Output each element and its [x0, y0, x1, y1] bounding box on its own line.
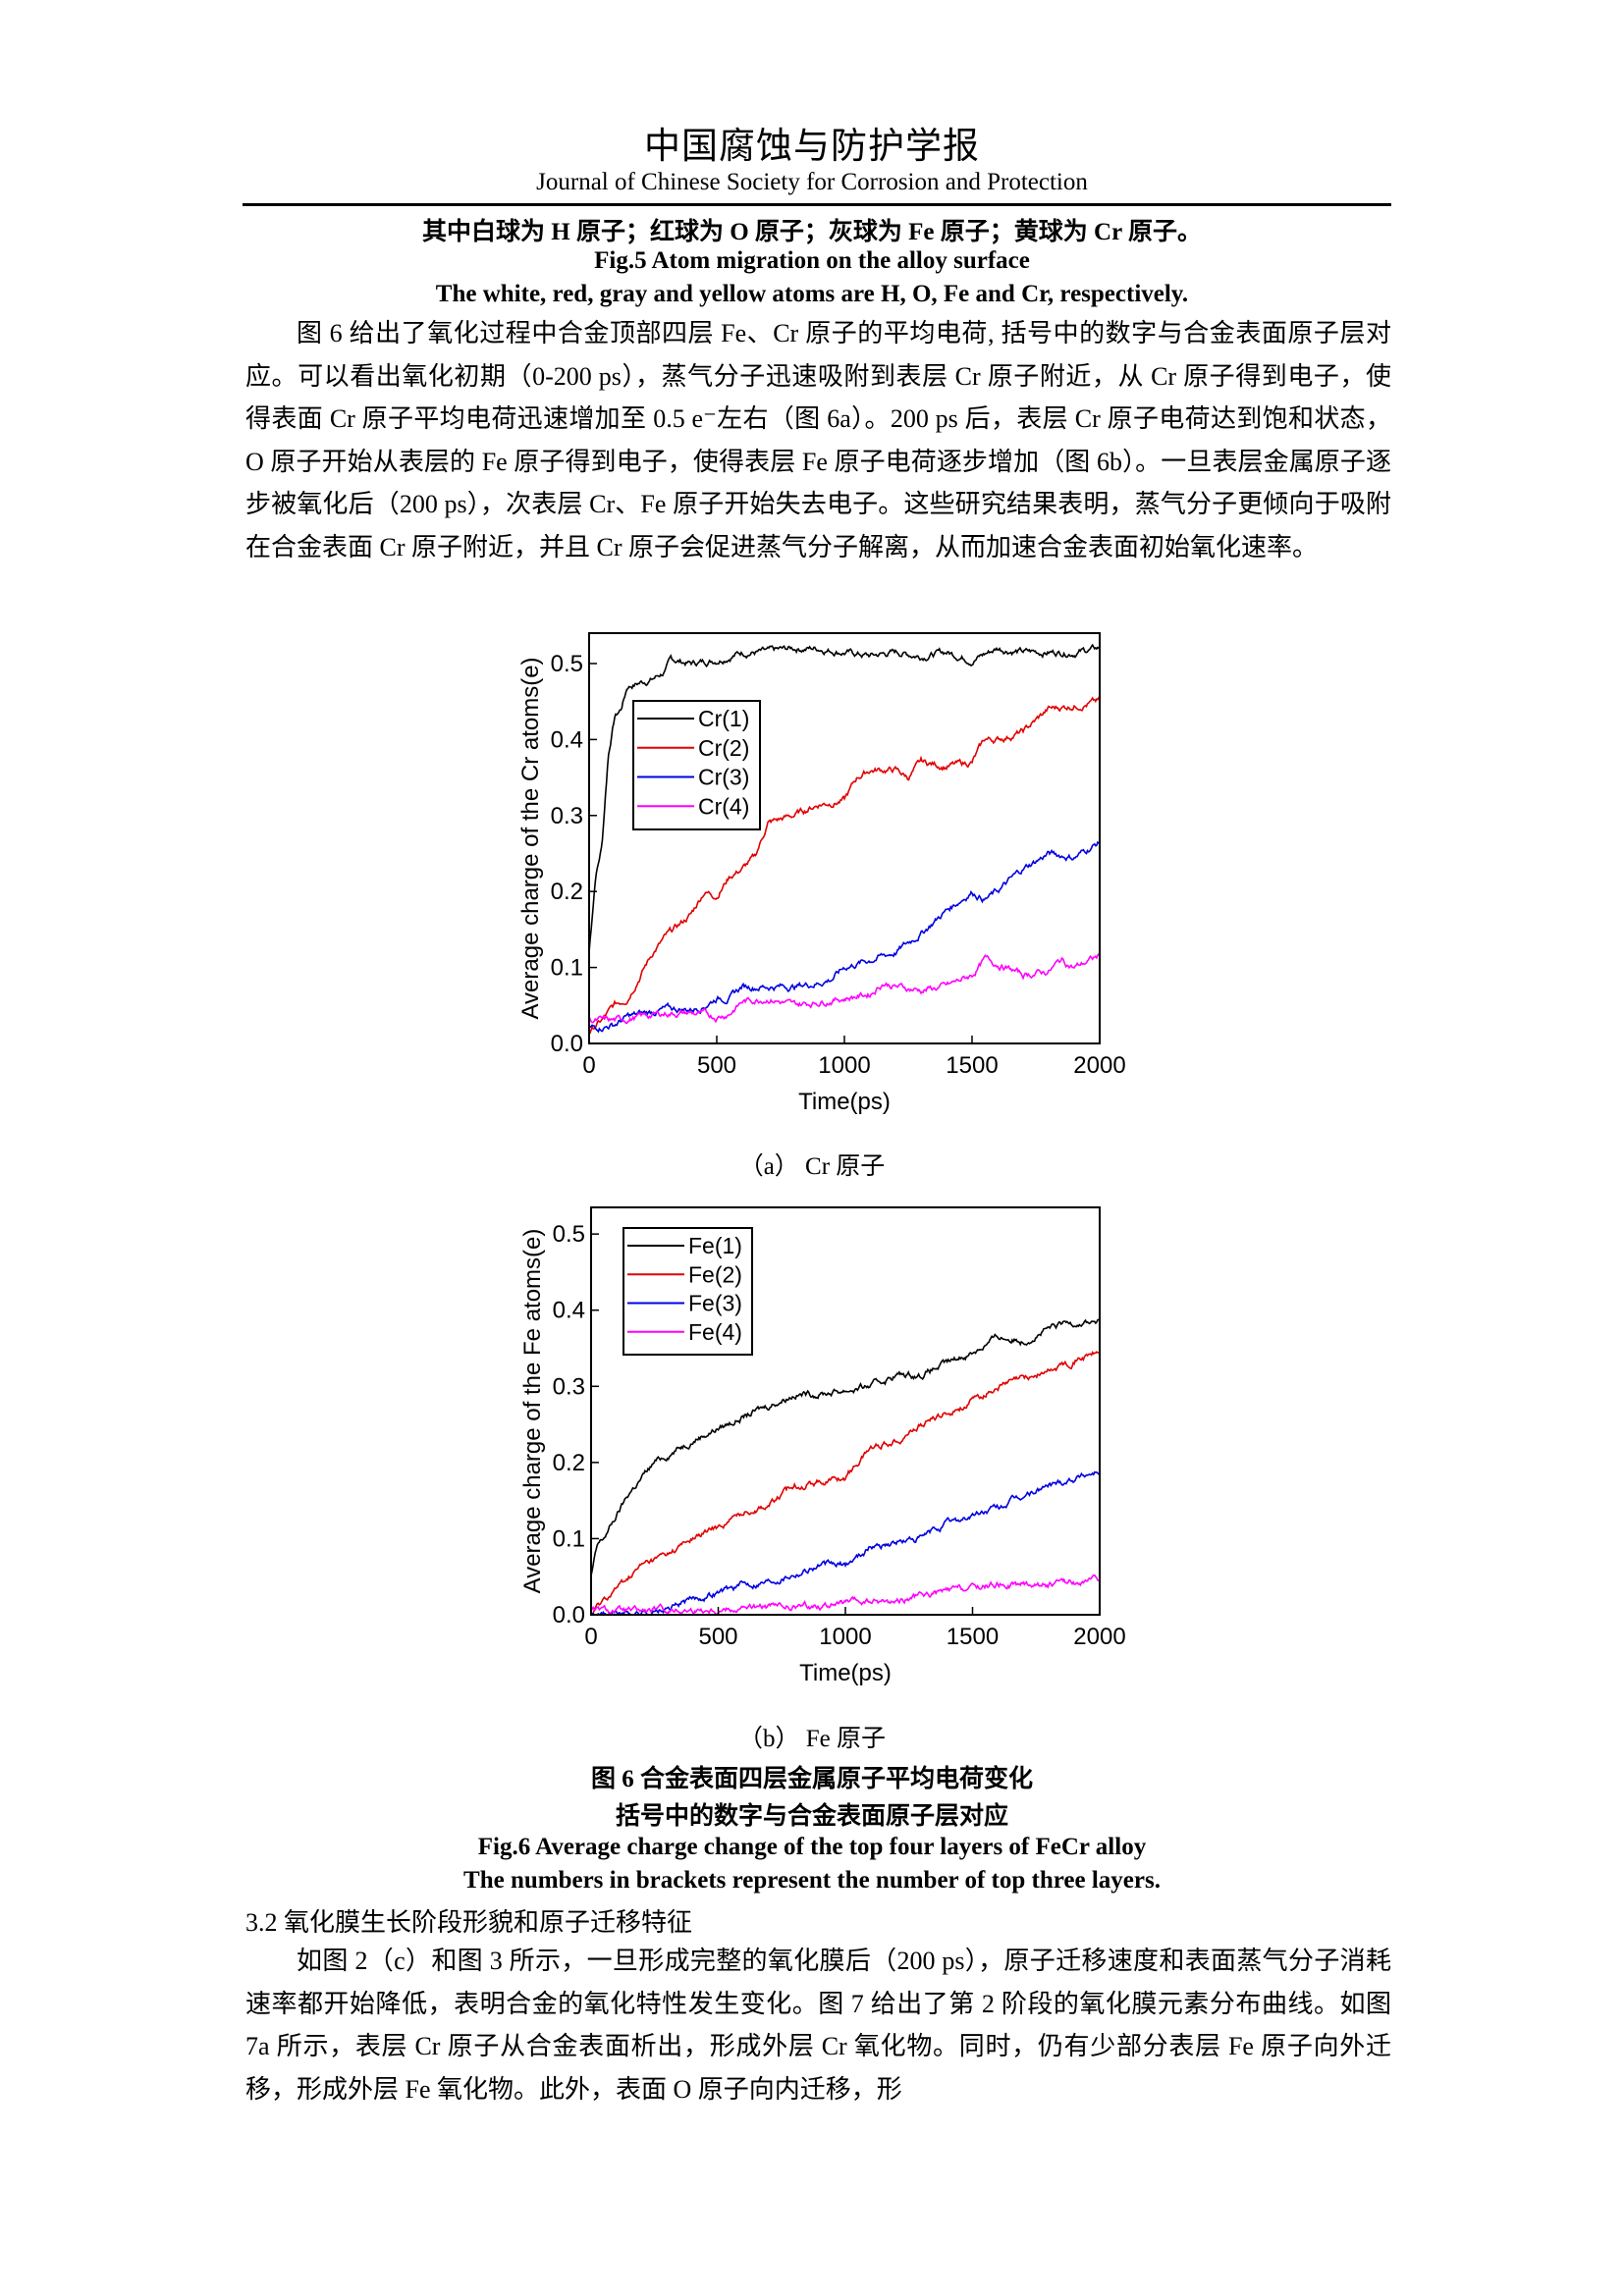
section-heading: 3.2 氧化膜生长阶段形貌和原子迁移特征	[245, 1908, 693, 1937]
y-tick-label: 0.3	[551, 803, 583, 829]
fig5-caption-en-note: The white, red, gray and yellow atoms ar…	[435, 281, 1189, 307]
legend-box	[632, 700, 761, 830]
x-tick-label: 0	[582, 1052, 595, 1079]
y-tick-label: 0.4	[551, 726, 583, 753]
body-paragraph-2: 如图 2（c）和图 3 所示，一旦形成完整的氧化膜后（200 ps），原子迁移速…	[245, 1940, 1391, 2110]
x-tick-label: 2000	[1073, 1052, 1125, 1079]
x-tick-label: 500	[697, 1052, 736, 1079]
series-line-cr2	[588, 696, 1101, 1035]
legend-box	[623, 1227, 753, 1356]
fig5-caption-en-title: Fig.5 Atom migration on the alloy surfac…	[594, 247, 1030, 274]
paragraph-text: 如图 2（c）和图 3 所示，一旦形成完整的氧化膜后（200 ps），原子迁移速…	[245, 1947, 1391, 2104]
journal-title-en: Journal of Chinese Society for Corrosion…	[536, 169, 1088, 195]
x-tick-label: 1500	[946, 1052, 998, 1079]
series-line-fe3	[590, 1470, 1101, 1617]
x-tick-label: 500	[698, 1624, 737, 1650]
plot-frame	[588, 632, 1101, 1044]
x-tick-label: 1500	[947, 1624, 999, 1650]
x-axis-label: Time(ps)	[798, 1089, 891, 1115]
x-axis-label: Time(ps)	[799, 1660, 892, 1686]
y-axis-label: Average charge of the Cr atoms(e)	[517, 657, 544, 1019]
legend-label: Fe(1)	[688, 1233, 742, 1258]
body-paragraph-1: 图 6 给出了氧化过程中合金顶部四层 Fe、Cr 原子的平均电荷, 括号中的数字…	[245, 312, 1391, 569]
legend-label: Cr(1)	[698, 706, 749, 731]
fig5-caption-cn: 其中白球为 H 原子；红球为 O 原子；灰球为 Fe 原子；黄球为 Cr 原子。	[422, 219, 1202, 245]
y-tick-label: 0.0	[551, 1031, 583, 1057]
header-rule	[243, 203, 1391, 206]
x-tick-label: 0	[584, 1624, 597, 1650]
y-tick-label: 0.5	[553, 1221, 585, 1248]
series-line-cr1	[588, 643, 1101, 953]
y-tick-label: 0.1	[551, 955, 583, 982]
series-line-cr4	[588, 952, 1101, 1025]
y-tick-label: 0.5	[551, 651, 583, 677]
y-tick-label: 0.3	[553, 1373, 585, 1400]
fig6-caption-en-note: The numbers in brackets represent the nu…	[463, 1867, 1161, 1894]
y-tick-label: 0.2	[551, 879, 583, 905]
y-axis-label: Average charge of the Fe atoms(e)	[519, 1229, 546, 1594]
legend-label: Cr(3)	[698, 765, 749, 790]
legend-label: Cr(4)	[698, 793, 749, 819]
x-tick-label: 1000	[819, 1624, 871, 1650]
chart-cr-charge: 0 500 1000 1500 2000 0.0 0.1 0.2 0.3 0.4 0.5 Time(p…	[517, 632, 1126, 1115]
y-tick-label: 0.1	[553, 1525, 585, 1552]
series-line-fe2	[590, 1351, 1101, 1616]
journal-title-cn: 中国腐蚀与防护学报	[644, 127, 980, 167]
legend: Fe(1) Fe(2) Fe(3) Fe(4)	[623, 1227, 753, 1356]
paragraph-text: 图 6 给出了氧化过程中合金顶部四层 Fe、Cr 原子的平均电荷, 括号中的数字…	[245, 319, 1391, 561]
y-tick-label: 0.4	[553, 1298, 585, 1324]
series-line-cr3	[588, 840, 1101, 1034]
series-line-fe1	[590, 1318, 1101, 1576]
legend-label: Fe(2)	[688, 1261, 742, 1287]
fig6-caption-en-title: Fig.6 Average charge change of the top f…	[477, 1834, 1147, 1860]
subcaption-a: （a） Cr 原子	[738, 1153, 886, 1180]
legend: Cr(1) Cr(2) Cr(3) Cr(4)	[632, 700, 761, 830]
series-line-fe4	[590, 1574, 1101, 1616]
y-tick-label: 0.0	[553, 1602, 585, 1629]
legend-label: Cr(2)	[698, 735, 749, 761]
subcaption-b: （b） Fe 原子	[737, 1726, 886, 1752]
x-tick-label: 1000	[818, 1052, 870, 1079]
y-tick-label: 0.2	[553, 1450, 585, 1476]
x-tick-label: 2000	[1073, 1624, 1125, 1650]
fig6-caption-cn-note: 括号中的数字与合金表面原子层对应	[615, 1803, 1008, 1830]
legend-label: Fe(3)	[688, 1291, 742, 1316]
fig6-caption-cn-title: 图 6 合金表面四层金属原子平均电荷变化	[590, 1766, 1033, 1792]
chart-fe-charge: 0 500 1000 1500 2000 0.0 0.1 0.2 0.3 0.4 0.5 Time(p…	[519, 1206, 1126, 1686]
legend-label: Fe(4)	[688, 1319, 742, 1345]
